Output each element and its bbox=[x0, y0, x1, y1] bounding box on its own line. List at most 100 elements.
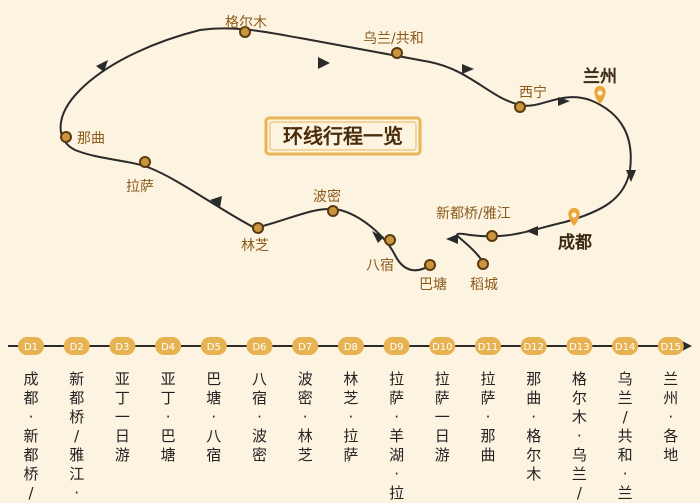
day-description: 乌兰/共和·兰州 bbox=[618, 370, 633, 503]
day-description: 格尔木·乌兰/共 bbox=[572, 370, 587, 503]
day-badge-pill bbox=[155, 337, 182, 355]
node-basu: 八宿 bbox=[366, 234, 396, 274]
day-label: D8 bbox=[344, 342, 358, 353]
node-xining: 西宁 bbox=[514, 84, 547, 113]
arrow-icon bbox=[372, 231, 384, 243]
day-label: D14 bbox=[615, 342, 635, 353]
node-daocheng: 稻城 bbox=[470, 258, 498, 293]
day-badge: D15 bbox=[657, 337, 684, 355]
node-bomi: 波密 bbox=[313, 188, 341, 217]
day-label: D13 bbox=[569, 342, 589, 353]
day-badge: D6 bbox=[246, 337, 273, 355]
day-description: 拉萨·羊湖·拉萨 bbox=[389, 370, 404, 503]
day-description: 亚丁一日游 bbox=[115, 370, 130, 464]
arrow-icon bbox=[446, 234, 458, 244]
day-badge: D3 bbox=[109, 337, 136, 355]
day-badge-pill bbox=[566, 337, 593, 355]
direction-arrows bbox=[96, 57, 636, 244]
chengdu-label: 成都 bbox=[558, 232, 592, 253]
map-title-box: 环线行程一览 bbox=[264, 116, 422, 156]
node-label: 林芝 bbox=[241, 238, 269, 254]
day-badge: D2 bbox=[63, 337, 90, 355]
node-label: 那曲 bbox=[77, 131, 105, 147]
day-badge: D13 bbox=[566, 337, 593, 355]
route-loop-path bbox=[59, 27, 632, 272]
node-label: 稻城 bbox=[470, 277, 498, 293]
lanzhou-marker: 兰州 bbox=[583, 66, 617, 104]
node-label: 格尔木 bbox=[225, 15, 267, 31]
day-description: 拉萨一日游 bbox=[435, 370, 450, 464]
location-pin-icon bbox=[568, 208, 580, 226]
day-badge-pill bbox=[200, 337, 227, 355]
map-title: 环线行程一览 bbox=[283, 124, 403, 148]
day-description: 八宿·波密 bbox=[252, 370, 267, 464]
arrow-icon bbox=[96, 60, 108, 72]
location-pin-icon bbox=[594, 86, 606, 104]
node-label: 西宁 bbox=[519, 84, 547, 101]
day-badge: D9 bbox=[383, 337, 410, 355]
day-badge: D5 bbox=[200, 337, 227, 355]
day-label: D1 bbox=[24, 342, 38, 353]
day-label: D12 bbox=[523, 342, 543, 353]
day-badge-pill bbox=[63, 337, 90, 355]
node-label: 波密 bbox=[313, 188, 341, 205]
node-label: 八宿 bbox=[366, 257, 394, 274]
day-badge-pill bbox=[657, 337, 684, 355]
day-description: 波密·林芝 bbox=[298, 370, 313, 464]
node-batang: 巴塘 bbox=[419, 259, 447, 293]
day-label: D7 bbox=[298, 342, 312, 353]
day-badge-pill bbox=[429, 337, 456, 355]
day-descriptions: 成都·新都桥/雅 新都桥/雅江·亚 亚丁一日游 亚丁·巴塘 巴塘·八宿 八宿·波密 波密·林… bbox=[23, 370, 678, 503]
day-label: D6 bbox=[252, 342, 266, 353]
day-description: 兰州·各地 bbox=[663, 370, 678, 464]
day-badge-pill bbox=[246, 337, 273, 355]
day-badge: D10 bbox=[429, 337, 456, 355]
day-badges: D1 D2 D3 D4 D5 D6 D7 D8 D9 D10 D11 D12 D13 D14 D15 bbox=[18, 337, 684, 355]
node-label: 新都桥/雅江 bbox=[436, 206, 511, 222]
day-description: 新都桥/雅江·亚 bbox=[69, 370, 84, 503]
lanzhou-label: 兰州 bbox=[583, 66, 617, 87]
day-badge: D14 bbox=[612, 337, 639, 355]
day-label: D11 bbox=[478, 342, 498, 353]
map-nodes: 格尔木 乌兰/共和 西宁 那曲 拉萨 波密 新都桥/雅江 林芝 bbox=[60, 15, 547, 293]
day-badge-pill bbox=[337, 337, 364, 355]
day-badge: D4 bbox=[155, 337, 182, 355]
day-label: D9 bbox=[390, 342, 404, 353]
day-description: 成都·新都桥/雅 bbox=[23, 370, 38, 503]
node-wulan: 乌兰/共和 bbox=[363, 31, 424, 59]
node-label: 拉萨 bbox=[126, 179, 154, 195]
arrow-icon bbox=[462, 64, 474, 74]
day-label: D4 bbox=[161, 342, 175, 353]
day-badge-pill bbox=[612, 337, 639, 355]
day-label: D5 bbox=[207, 342, 221, 353]
day-description: 林芝·拉萨 bbox=[343, 370, 358, 464]
node-label: 巴塘 bbox=[419, 277, 447, 293]
day-badge: D1 bbox=[18, 337, 44, 355]
arrow-icon bbox=[558, 97, 570, 106]
node-lhasa: 拉萨 bbox=[126, 156, 154, 195]
day-badge-pill bbox=[18, 337, 44, 355]
day-description: 那曲·格尔木 bbox=[526, 370, 541, 483]
day-label: D2 bbox=[70, 342, 84, 353]
node-linzhi: 林芝 bbox=[241, 222, 269, 254]
day-badge: D11 bbox=[475, 337, 501, 355]
arrow-icon bbox=[210, 196, 222, 208]
node-naqu: 那曲 bbox=[60, 131, 105, 147]
day-label: D3 bbox=[115, 342, 129, 353]
day-badge-pill bbox=[475, 337, 501, 355]
arrow-icon bbox=[626, 170, 636, 182]
arrow-icon bbox=[318, 57, 330, 69]
day-badge: D8 bbox=[337, 337, 364, 355]
arrow-icon bbox=[526, 226, 538, 236]
day-label: D10 bbox=[432, 342, 452, 353]
day-badge-pill bbox=[383, 337, 410, 355]
day-badge: D12 bbox=[520, 337, 547, 355]
day-description: 拉萨·那曲 bbox=[480, 370, 495, 464]
day-badge-pill bbox=[292, 337, 319, 355]
node-golmud: 格尔木 bbox=[225, 15, 267, 38]
day-description: 亚丁·巴塘 bbox=[161, 370, 176, 464]
day-badge: D7 bbox=[292, 337, 319, 355]
day-badge-pill bbox=[109, 337, 136, 355]
day-label: D15 bbox=[661, 342, 681, 353]
